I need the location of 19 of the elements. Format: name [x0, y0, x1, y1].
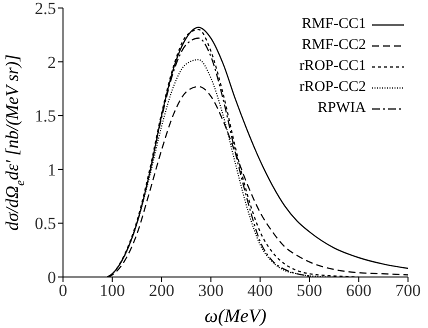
x-tick-label: 500 — [296, 281, 322, 300]
legend-label: rROP-CC2 — [299, 78, 366, 97]
x-tick-label: 700 — [395, 281, 421, 300]
x-tick-label: 300 — [198, 281, 224, 300]
legend-label: rROP-CC1 — [299, 57, 366, 76]
x-tick-label: 600 — [346, 281, 372, 300]
y-tick-label: 0.5 — [34, 214, 56, 234]
y-tick-label: 0 — [48, 268, 56, 288]
y-tick-label: 2 — [48, 52, 56, 72]
legend-label: RMF-CC2 — [302, 36, 366, 55]
x-tick-label: 200 — [148, 281, 174, 300]
x-tick-label: 100 — [100, 281, 126, 300]
x-tick-label: 400 — [247, 281, 273, 300]
y-tick-label: 1 — [48, 160, 56, 180]
legend-label: RMF-CC1 — [302, 15, 366, 34]
y-tick-label: 2.5 — [34, 0, 56, 18]
y-tick-label: 1.5 — [34, 106, 56, 126]
x-axis-title: ω(MeV) — [204, 306, 266, 327]
legend-label: RPWIA — [318, 99, 366, 118]
